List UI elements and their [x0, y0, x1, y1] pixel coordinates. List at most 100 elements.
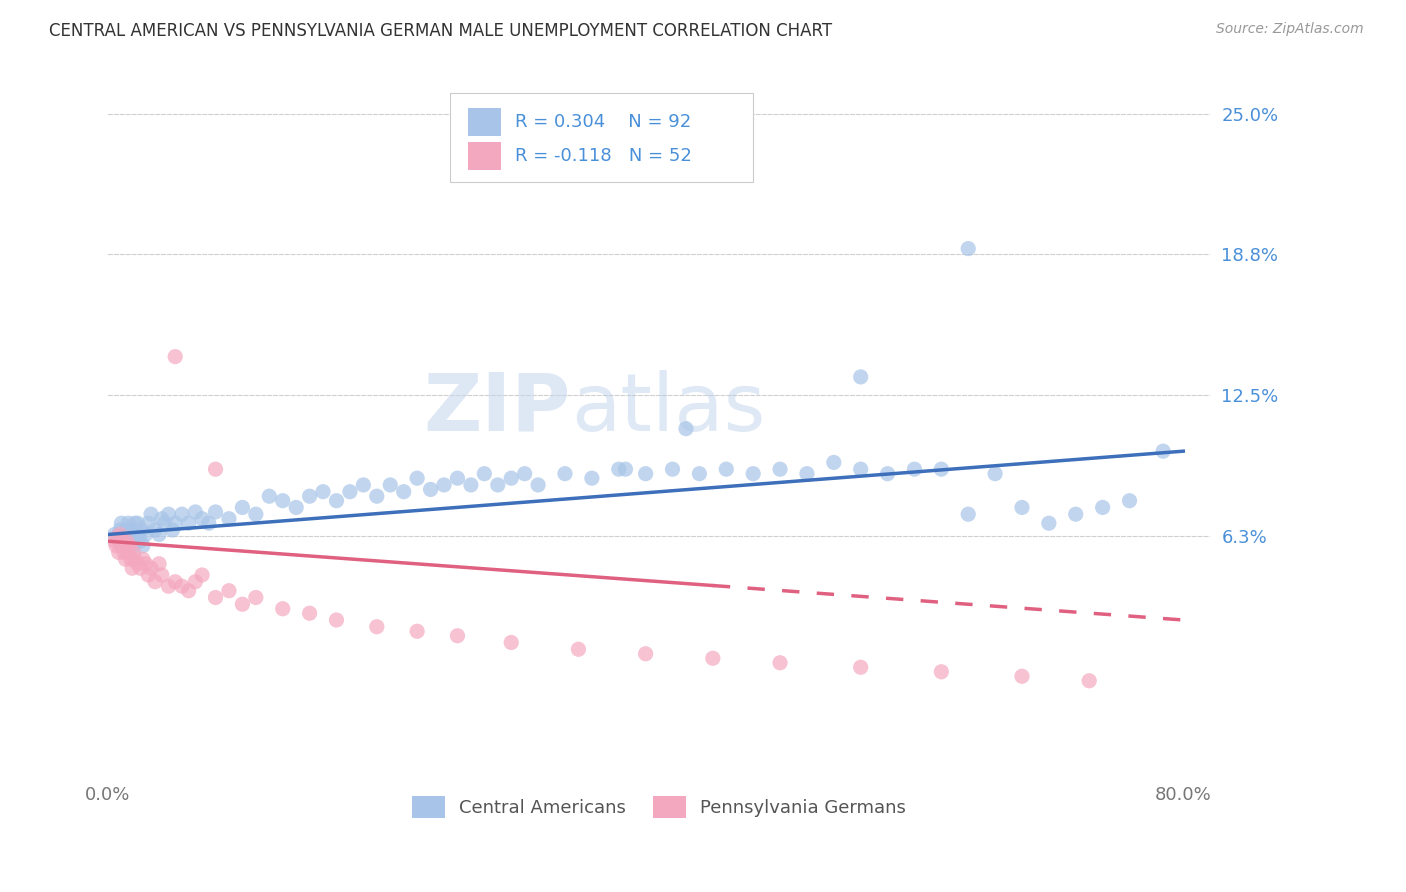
Point: [339, 484, 361, 499]
Text: CENTRAL AMERICAN VS PENNSYLVANIA GERMAN MALE UNEMPLOYMENT CORRELATION CHART: CENTRAL AMERICAN VS PENNSYLVANIA GERMAN …: [49, 22, 832, 40]
Point: [849, 660, 872, 674]
Point: [366, 489, 388, 503]
Point: [325, 613, 347, 627]
Point: [614, 462, 637, 476]
Point: [380, 478, 402, 492]
Point: [111, 527, 134, 541]
Point: [148, 527, 170, 541]
Point: [298, 489, 321, 503]
Point: [114, 552, 136, 566]
Point: [127, 557, 149, 571]
Point: [132, 539, 155, 553]
Point: [117, 516, 139, 531]
Point: [148, 557, 170, 571]
Point: [136, 516, 159, 531]
Point: [108, 527, 131, 541]
Point: [204, 591, 226, 605]
Point: [184, 574, 207, 589]
Point: [111, 534, 134, 549]
Point: [218, 512, 240, 526]
Point: [162, 523, 184, 537]
Point: [366, 620, 388, 634]
Point: [117, 539, 139, 553]
Y-axis label: Male Unemployment: Male Unemployment: [0, 337, 8, 509]
Point: [796, 467, 818, 481]
Point: [245, 591, 267, 605]
Point: [460, 478, 482, 492]
Point: [742, 467, 765, 481]
Point: [177, 583, 200, 598]
Point: [105, 530, 128, 544]
Point: [231, 500, 253, 515]
Point: [554, 467, 576, 481]
Point: [131, 523, 153, 537]
Point: [177, 516, 200, 531]
Point: [129, 534, 152, 549]
Point: [1011, 500, 1033, 515]
Point: [446, 629, 468, 643]
Point: [702, 651, 724, 665]
Point: [135, 557, 157, 571]
Text: R = 0.304    N = 92: R = 0.304 N = 92: [515, 112, 690, 131]
Point: [165, 516, 187, 531]
Point: [675, 422, 697, 436]
Point: [984, 467, 1007, 481]
Point: [120, 552, 142, 566]
Point: [1064, 507, 1087, 521]
Point: [118, 527, 141, 541]
Point: [170, 579, 193, 593]
FancyBboxPatch shape: [450, 94, 752, 182]
Point: [876, 467, 898, 481]
Text: atlas: atlas: [571, 370, 765, 448]
Point: [325, 493, 347, 508]
Point: [849, 370, 872, 384]
Point: [125, 530, 148, 544]
Point: [184, 505, 207, 519]
Point: [150, 568, 173, 582]
Point: [581, 471, 603, 485]
FancyBboxPatch shape: [468, 108, 502, 136]
Point: [121, 523, 143, 537]
Point: [634, 647, 657, 661]
Point: [271, 601, 294, 615]
Point: [129, 561, 152, 575]
Point: [191, 568, 214, 582]
Point: [352, 478, 374, 492]
Point: [688, 467, 710, 481]
Point: [122, 539, 145, 553]
Point: [121, 534, 143, 549]
Point: [157, 507, 180, 521]
Point: [634, 467, 657, 481]
Point: [567, 642, 589, 657]
Point: [218, 583, 240, 598]
Point: [285, 500, 308, 515]
Point: [121, 561, 143, 575]
Point: [139, 561, 162, 575]
Point: [501, 635, 523, 649]
Text: Source: ZipAtlas.com: Source: ZipAtlas.com: [1216, 22, 1364, 37]
Point: [823, 455, 845, 469]
Point: [105, 530, 128, 544]
Point: [112, 545, 135, 559]
Point: [115, 534, 138, 549]
Point: [170, 507, 193, 521]
Point: [110, 539, 132, 553]
Point: [661, 462, 683, 476]
Point: [1118, 493, 1140, 508]
Point: [1038, 516, 1060, 531]
Point: [259, 489, 281, 503]
Point: [136, 568, 159, 582]
Point: [419, 483, 441, 497]
Point: [110, 516, 132, 531]
Point: [143, 574, 166, 589]
Point: [114, 534, 136, 549]
Point: [150, 512, 173, 526]
Point: [124, 516, 146, 531]
Point: [769, 462, 792, 476]
Point: [527, 478, 550, 492]
Point: [1152, 444, 1174, 458]
Point: [112, 530, 135, 544]
Point: [1011, 669, 1033, 683]
Point: [191, 512, 214, 526]
Point: [849, 462, 872, 476]
